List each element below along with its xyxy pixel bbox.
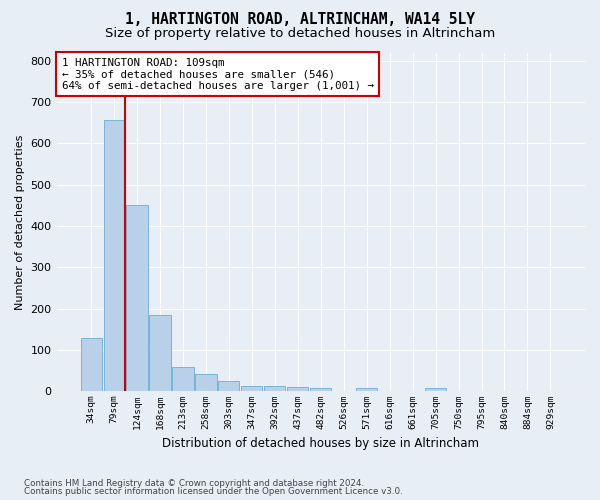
Text: 1, HARTINGTON ROAD, ALTRINCHAM, WA14 5LY: 1, HARTINGTON ROAD, ALTRINCHAM, WA14 5LY [125, 12, 475, 28]
Bar [80, 338, 101, 392]
Text: Contains HM Land Registry data © Crown copyright and database right 2024.: Contains HM Land Registry data © Crown c… [24, 478, 364, 488]
Bar [310, 388, 331, 392]
Bar [425, 388, 446, 392]
Text: Contains public sector information licensed under the Open Government Licence v3: Contains public sector information licen… [24, 487, 403, 496]
Bar [104, 120, 125, 392]
Bar [172, 366, 194, 392]
Bar [241, 386, 262, 392]
Bar [356, 388, 377, 392]
Bar [218, 381, 239, 392]
Bar [127, 204, 148, 392]
Bar [149, 316, 170, 392]
Bar [287, 387, 308, 392]
X-axis label: Distribution of detached houses by size in Altrincham: Distribution of detached houses by size … [162, 437, 479, 450]
Y-axis label: Number of detached properties: Number of detached properties [15, 134, 25, 310]
Text: Size of property relative to detached houses in Altrincham: Size of property relative to detached ho… [105, 28, 495, 40]
Text: 1 HARTINGTON ROAD: 109sqm
← 35% of detached houses are smaller (546)
64% of semi: 1 HARTINGTON ROAD: 109sqm ← 35% of detac… [62, 58, 374, 91]
Bar [264, 386, 286, 392]
Bar [196, 374, 217, 392]
